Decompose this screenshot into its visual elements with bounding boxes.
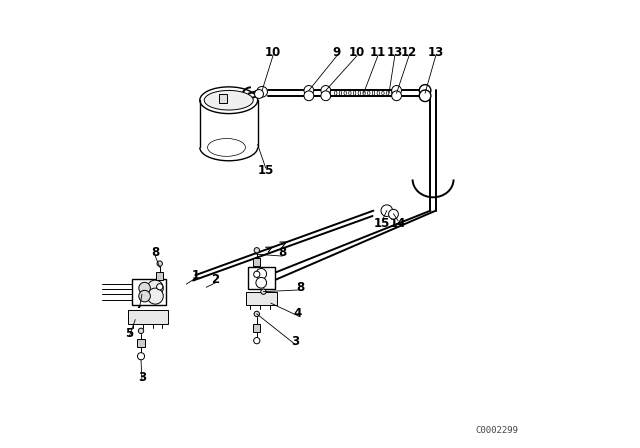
Ellipse shape <box>207 138 245 156</box>
Circle shape <box>138 353 145 360</box>
Bar <box>248 267 275 289</box>
Bar <box>253 258 260 266</box>
Text: C0002299: C0002299 <box>475 426 518 435</box>
Text: 3: 3 <box>138 371 146 384</box>
Text: 4: 4 <box>294 306 302 319</box>
Circle shape <box>260 289 266 294</box>
Text: 13: 13 <box>387 46 403 59</box>
Bar <box>156 271 163 280</box>
Circle shape <box>255 90 264 99</box>
Circle shape <box>304 86 314 95</box>
Text: 7: 7 <box>136 297 144 310</box>
Text: 8: 8 <box>151 246 159 259</box>
Text: 10: 10 <box>265 46 282 59</box>
Text: 8: 8 <box>296 281 304 294</box>
Circle shape <box>139 282 150 294</box>
Circle shape <box>392 91 401 101</box>
Circle shape <box>256 277 267 288</box>
Text: 5: 5 <box>125 327 134 340</box>
Ellipse shape <box>200 87 258 114</box>
Circle shape <box>147 280 163 296</box>
Bar <box>127 310 168 324</box>
Bar <box>246 292 277 305</box>
Text: 11: 11 <box>370 46 386 59</box>
Text: 9: 9 <box>333 46 341 59</box>
Bar <box>219 94 227 103</box>
Ellipse shape <box>204 90 253 110</box>
Circle shape <box>388 209 398 219</box>
Circle shape <box>419 90 431 102</box>
Circle shape <box>392 86 401 95</box>
Text: 3: 3 <box>291 336 300 349</box>
Text: 13: 13 <box>428 46 444 59</box>
Circle shape <box>253 271 260 277</box>
Text: 12: 12 <box>401 46 417 59</box>
Bar <box>253 324 260 332</box>
Circle shape <box>256 268 267 279</box>
Text: 14: 14 <box>390 217 406 230</box>
Circle shape <box>147 288 163 304</box>
Text: 15: 15 <box>257 164 274 177</box>
Text: 8: 8 <box>278 246 286 259</box>
Bar <box>132 279 166 305</box>
Text: 1: 1 <box>191 269 200 282</box>
Circle shape <box>138 328 144 333</box>
Bar <box>138 339 145 347</box>
Circle shape <box>254 311 259 317</box>
Text: 10: 10 <box>349 46 365 59</box>
Circle shape <box>321 91 331 101</box>
Circle shape <box>321 86 331 95</box>
Circle shape <box>257 86 268 97</box>
Circle shape <box>139 290 150 302</box>
Text: 15: 15 <box>374 217 390 230</box>
Circle shape <box>304 91 314 101</box>
Circle shape <box>253 337 260 344</box>
Circle shape <box>381 205 392 216</box>
Circle shape <box>157 284 163 290</box>
Circle shape <box>419 85 431 96</box>
Text: 2: 2 <box>211 273 220 286</box>
Circle shape <box>157 261 163 266</box>
Circle shape <box>254 248 259 253</box>
